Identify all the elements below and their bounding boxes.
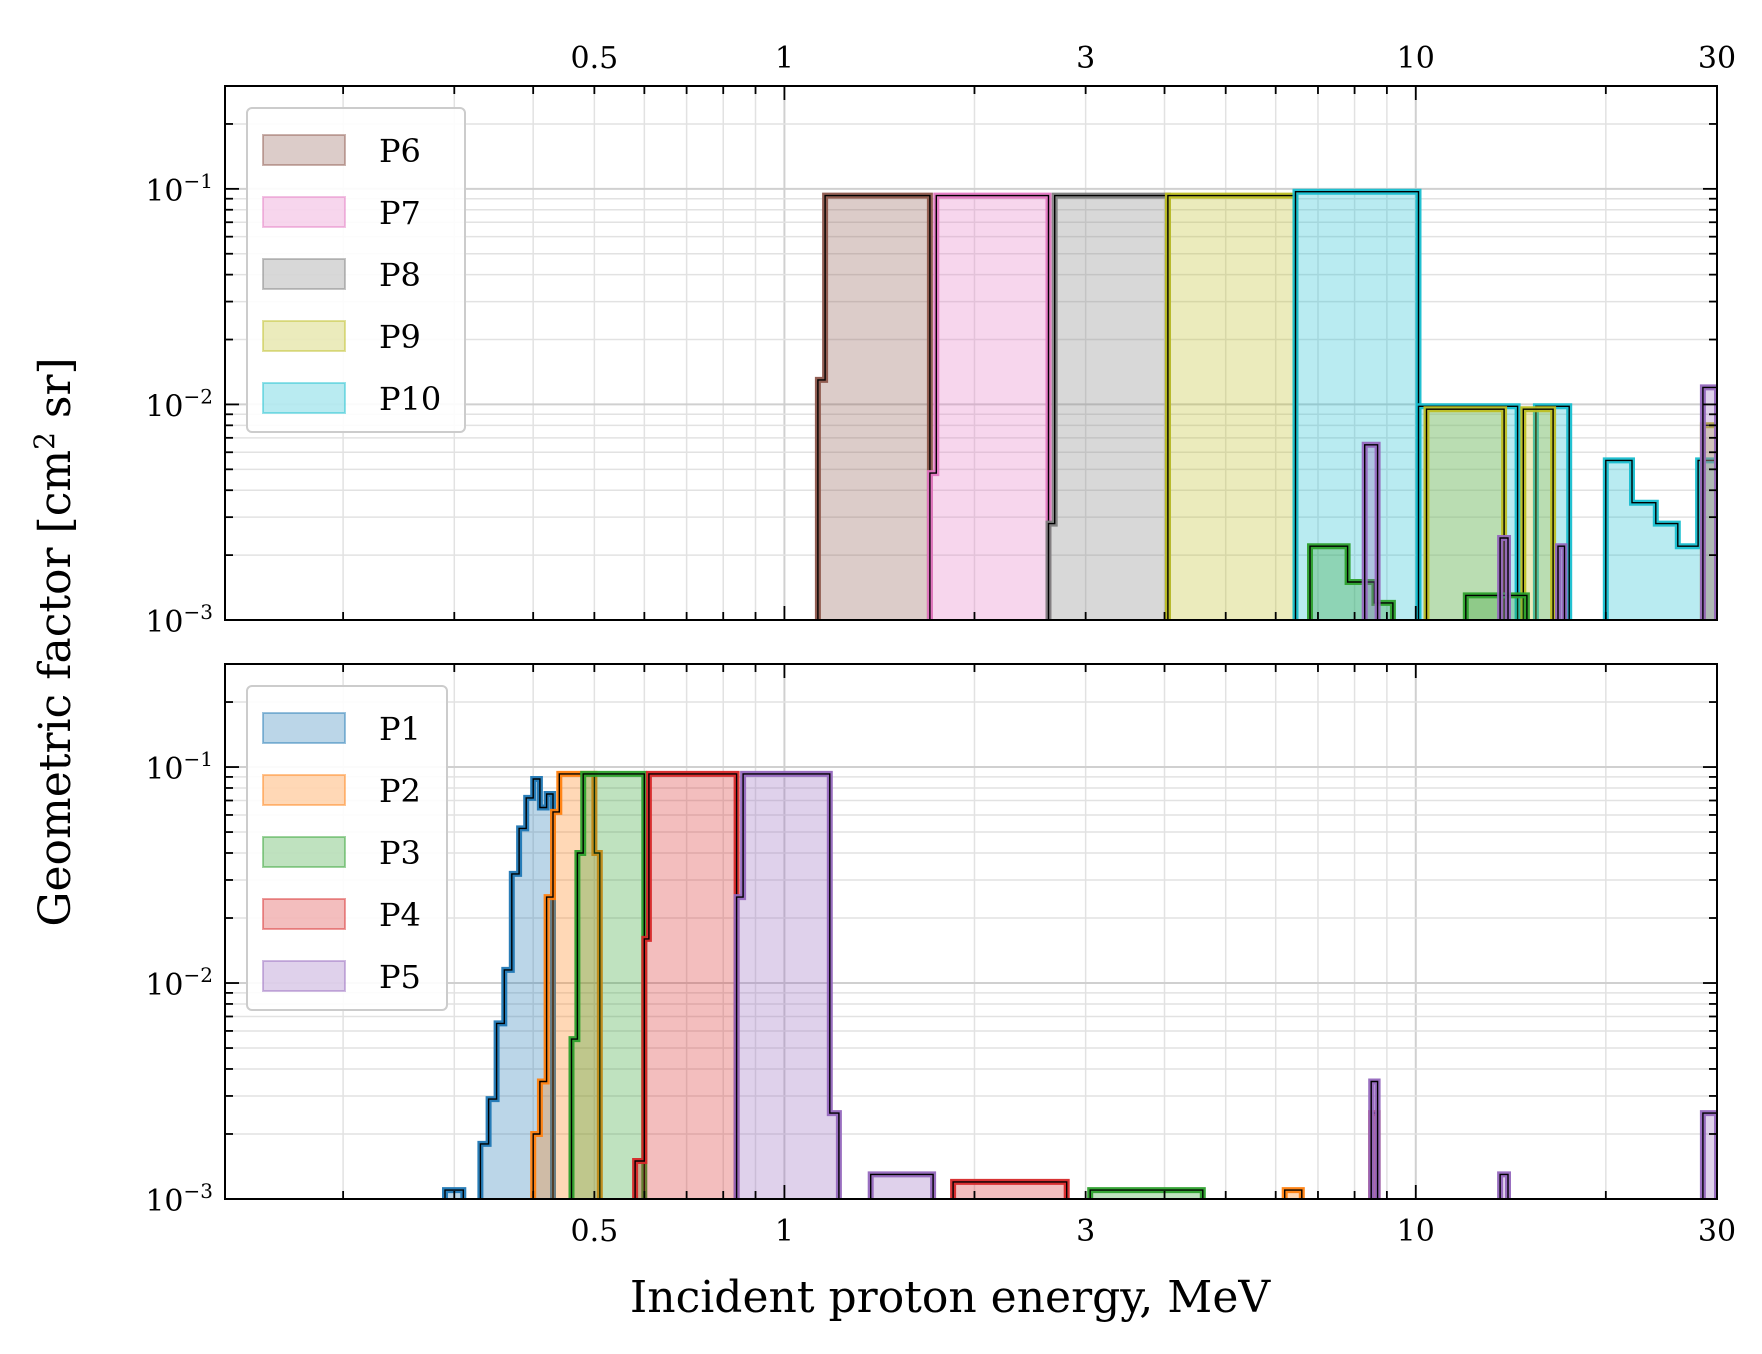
bottom-y-tick-label: 10−2 bbox=[145, 963, 213, 1003]
bottom-area-series bbox=[442, 770, 1717, 1199]
top-plot-area bbox=[225, 86, 1717, 620]
bottom-x-tick-label: 3 bbox=[1076, 1214, 1095, 1249]
bottom-panel: 0.5 1 3 10 30 10−3 10−2 10−1 P1 P2 P3 P4 P5 bbox=[145, 663, 1736, 1249]
legend-swatch-p3 bbox=[262, 836, 346, 868]
bottom-x-tick-label: 0.5 bbox=[570, 1214, 618, 1249]
top-x-tick-label: 1 bbox=[775, 41, 794, 76]
bottom-grid bbox=[225, 664, 1717, 1199]
bottom-plot-area bbox=[225, 664, 1717, 1199]
top-legend: P6 P7 P8 P9 P10 bbox=[246, 107, 466, 433]
top-y-tick-label: 10−1 bbox=[145, 169, 213, 209]
top-axes-frame bbox=[224, 85, 1718, 621]
legend-swatch-p6 bbox=[262, 134, 346, 166]
bottom-x-tick-label: 10 bbox=[1397, 1214, 1435, 1249]
top-area-series bbox=[814, 188, 1717, 620]
legend-label-p4: P4 bbox=[379, 896, 421, 934]
p1-fill bbox=[445, 779, 553, 1199]
p5-fill bbox=[736, 773, 1717, 1199]
top-x-tick-label: 0.5 bbox=[570, 41, 618, 76]
p2-outline bbox=[532, 773, 1303, 1199]
legend-swatch-p1 bbox=[262, 712, 346, 744]
top-extra-7-outline bbox=[1309, 545, 1528, 620]
p7-outline bbox=[929, 194, 1050, 620]
legend-swatch-p4 bbox=[262, 898, 346, 930]
top-x-tick-label: 3 bbox=[1076, 41, 1095, 76]
bottom-y-tick-label: 10−1 bbox=[145, 747, 213, 787]
legend-swatch-p5 bbox=[262, 960, 346, 992]
legend-swatch-p10 bbox=[262, 382, 346, 414]
p6-fill bbox=[817, 195, 930, 620]
legend-swatch-p7 bbox=[262, 196, 346, 228]
p3-outline bbox=[570, 773, 1204, 1199]
p9-fill bbox=[1167, 195, 1296, 620]
y-axis-label: Geometric factor [cm2 sr] bbox=[28, 357, 81, 926]
x-axis-label: Incident proton energy, MeV bbox=[630, 1272, 1272, 1323]
bottom-legend: P1 P2 P3 P4 P5 bbox=[246, 685, 448, 1011]
legend-label-p3: P3 bbox=[379, 834, 421, 872]
top-legend-box bbox=[246, 107, 466, 433]
legend-label-p2: P2 bbox=[379, 772, 421, 810]
top-x-tick-label: 30 bbox=[1698, 41, 1736, 76]
legend-swatch-p9 bbox=[262, 320, 346, 352]
p7-fill bbox=[929, 195, 1049, 620]
p8-fill bbox=[1048, 195, 1168, 620]
legend-label-p7: P7 bbox=[379, 194, 421, 232]
bottom-y-tick-label: 10−3 bbox=[145, 1179, 213, 1219]
top-y-tick-label: 10−2 bbox=[145, 384, 213, 424]
top-panel: 0.5 1 3 10 30 10−3 10−2 10−1 P6 P7 P8 P9 P10 bbox=[145, 41, 1736, 640]
legend-label-p8: P8 bbox=[379, 256, 421, 294]
legend-swatch-p8 bbox=[262, 258, 346, 290]
legend-label-p9: P9 bbox=[379, 318, 421, 356]
legend-label-p6: P6 bbox=[379, 132, 421, 170]
p1-outline bbox=[444, 778, 554, 1199]
p10-fill bbox=[1295, 191, 1419, 620]
legend-label-p10: P10 bbox=[379, 380, 441, 418]
legend-label-p1: P1 bbox=[379, 710, 421, 748]
top-x-tick-label: 10 bbox=[1397, 41, 1435, 76]
bottom-ticks: 0.5 1 3 10 30 10−3 10−2 10−1 bbox=[145, 664, 1736, 1249]
bottom-legend-box bbox=[246, 685, 448, 1011]
p4-fill bbox=[635, 773, 1378, 1199]
legend-label-p5: P5 bbox=[379, 958, 421, 996]
p5-outline bbox=[735, 773, 1717, 1199]
p3-fill bbox=[571, 773, 1203, 1199]
legend-swatch-p2 bbox=[262, 774, 346, 806]
top-ticks: 0.5 1 3 10 30 10−3 10−2 10−1 bbox=[145, 41, 1736, 640]
top-grid bbox=[225, 86, 1717, 620]
top-extra-8-outline bbox=[1363, 386, 1717, 620]
top-extra-5-outline bbox=[1417, 405, 1717, 620]
bottom-x-tick-label: 1 bbox=[775, 1214, 794, 1249]
bottom-x-tick-label: 30 bbox=[1698, 1214, 1736, 1249]
p6-outline bbox=[817, 194, 931, 620]
top-y-tick-label: 10−3 bbox=[145, 600, 213, 640]
bottom-axes-frame bbox=[224, 663, 1718, 1200]
